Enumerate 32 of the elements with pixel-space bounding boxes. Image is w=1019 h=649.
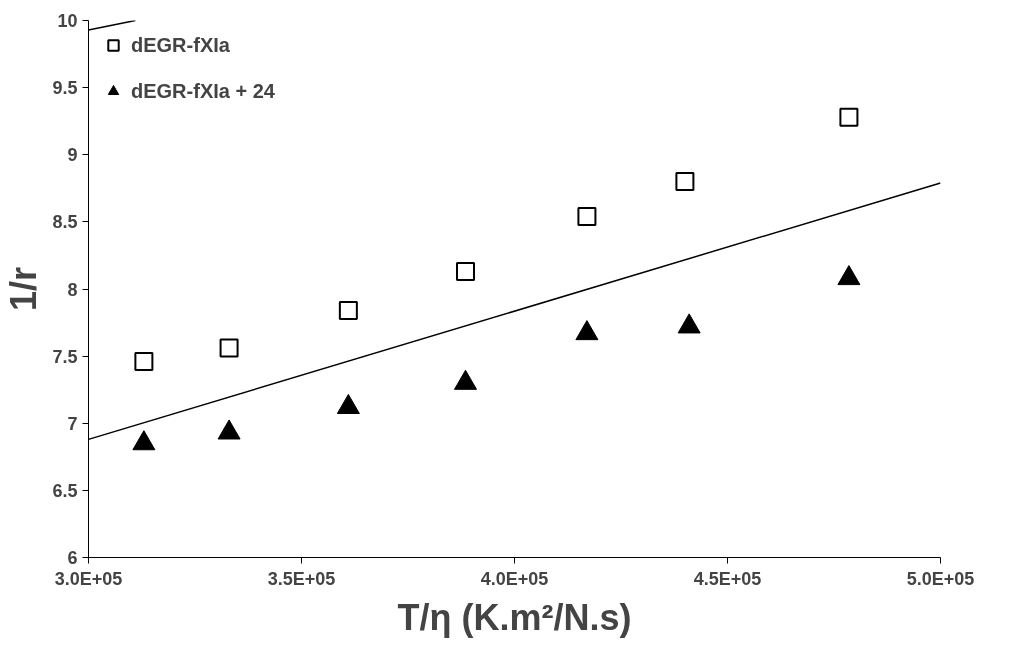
point bbox=[217, 419, 241, 440]
y-tick-label: 8 bbox=[67, 279, 78, 300]
point bbox=[132, 430, 156, 451]
x-tick-label: 3.0E+05 bbox=[54, 568, 123, 589]
x-tick-label: 3.5E+05 bbox=[267, 568, 336, 589]
x-axis-title: T/η (K.m²/N.s) bbox=[397, 596, 632, 638]
point bbox=[134, 351, 154, 371]
y-axis-title: 1/r bbox=[3, 266, 45, 312]
point bbox=[677, 313, 701, 334]
y-tick-label: 7 bbox=[67, 413, 78, 434]
x-tick-label: 4.0E+05 bbox=[480, 568, 549, 589]
y-tick-label: 6.5 bbox=[52, 480, 78, 501]
x-tick-label: 5.0E+05 bbox=[906, 568, 975, 589]
point bbox=[839, 107, 859, 127]
point bbox=[456, 262, 476, 282]
point bbox=[575, 320, 599, 341]
y-tick-label: 7.5 bbox=[52, 346, 78, 367]
point bbox=[675, 172, 695, 192]
point bbox=[336, 393, 360, 414]
y-tick-label: 10 bbox=[57, 11, 78, 31]
point bbox=[837, 265, 861, 286]
legend-label: dEGR-fXIa + 24 bbox=[131, 79, 275, 103]
point bbox=[577, 207, 597, 227]
x-tick-label: 4.5E+05 bbox=[693, 568, 762, 589]
legend-label: dEGR-fXIa bbox=[131, 33, 230, 57]
point bbox=[338, 300, 358, 320]
point bbox=[454, 369, 478, 390]
y-tick-label: 9.5 bbox=[52, 78, 78, 99]
y-tick-label: 6 bbox=[67, 548, 78, 568]
y-tick-label: 8.5 bbox=[52, 212, 78, 233]
point bbox=[219, 338, 239, 358]
y-tick-label: 9 bbox=[67, 145, 78, 166]
